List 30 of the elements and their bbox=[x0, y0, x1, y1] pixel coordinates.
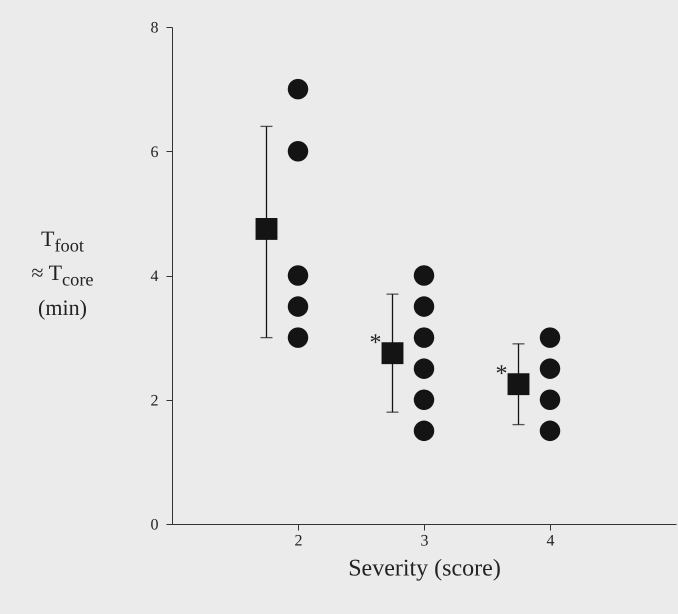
point bbox=[288, 141, 308, 162]
point bbox=[508, 373, 530, 396]
x-axis-title: Severity (score) bbox=[348, 556, 501, 582]
y-tick-label: 0 bbox=[150, 516, 158, 534]
point bbox=[288, 265, 308, 286]
point bbox=[288, 327, 308, 348]
point bbox=[288, 78, 308, 100]
x-tick-label: 2 bbox=[294, 532, 302, 550]
y-tick-label: 8 bbox=[150, 20, 158, 36]
y-axis-title: T$_{foot}$ ≈ T$_{core}$ (min) bbox=[30, 225, 95, 322]
point bbox=[414, 327, 434, 348]
point bbox=[414, 296, 434, 317]
y-tick-label: 4 bbox=[150, 268, 158, 285]
point bbox=[414, 390, 434, 410]
point bbox=[414, 265, 434, 286]
y-tick-label: 6 bbox=[150, 144, 158, 161]
point bbox=[540, 358, 560, 379]
x-tick-label: 4 bbox=[546, 532, 554, 550]
point bbox=[288, 296, 308, 317]
x-tick-label: 3 bbox=[420, 532, 428, 550]
point bbox=[382, 342, 404, 364]
point bbox=[414, 358, 434, 379]
point bbox=[540, 390, 560, 410]
point bbox=[256, 218, 278, 240]
point bbox=[540, 327, 560, 348]
annotation: * bbox=[370, 330, 382, 356]
point bbox=[540, 420, 560, 442]
point bbox=[414, 420, 434, 442]
annotation: * bbox=[496, 361, 508, 388]
y-tick-label: 2 bbox=[150, 392, 158, 410]
